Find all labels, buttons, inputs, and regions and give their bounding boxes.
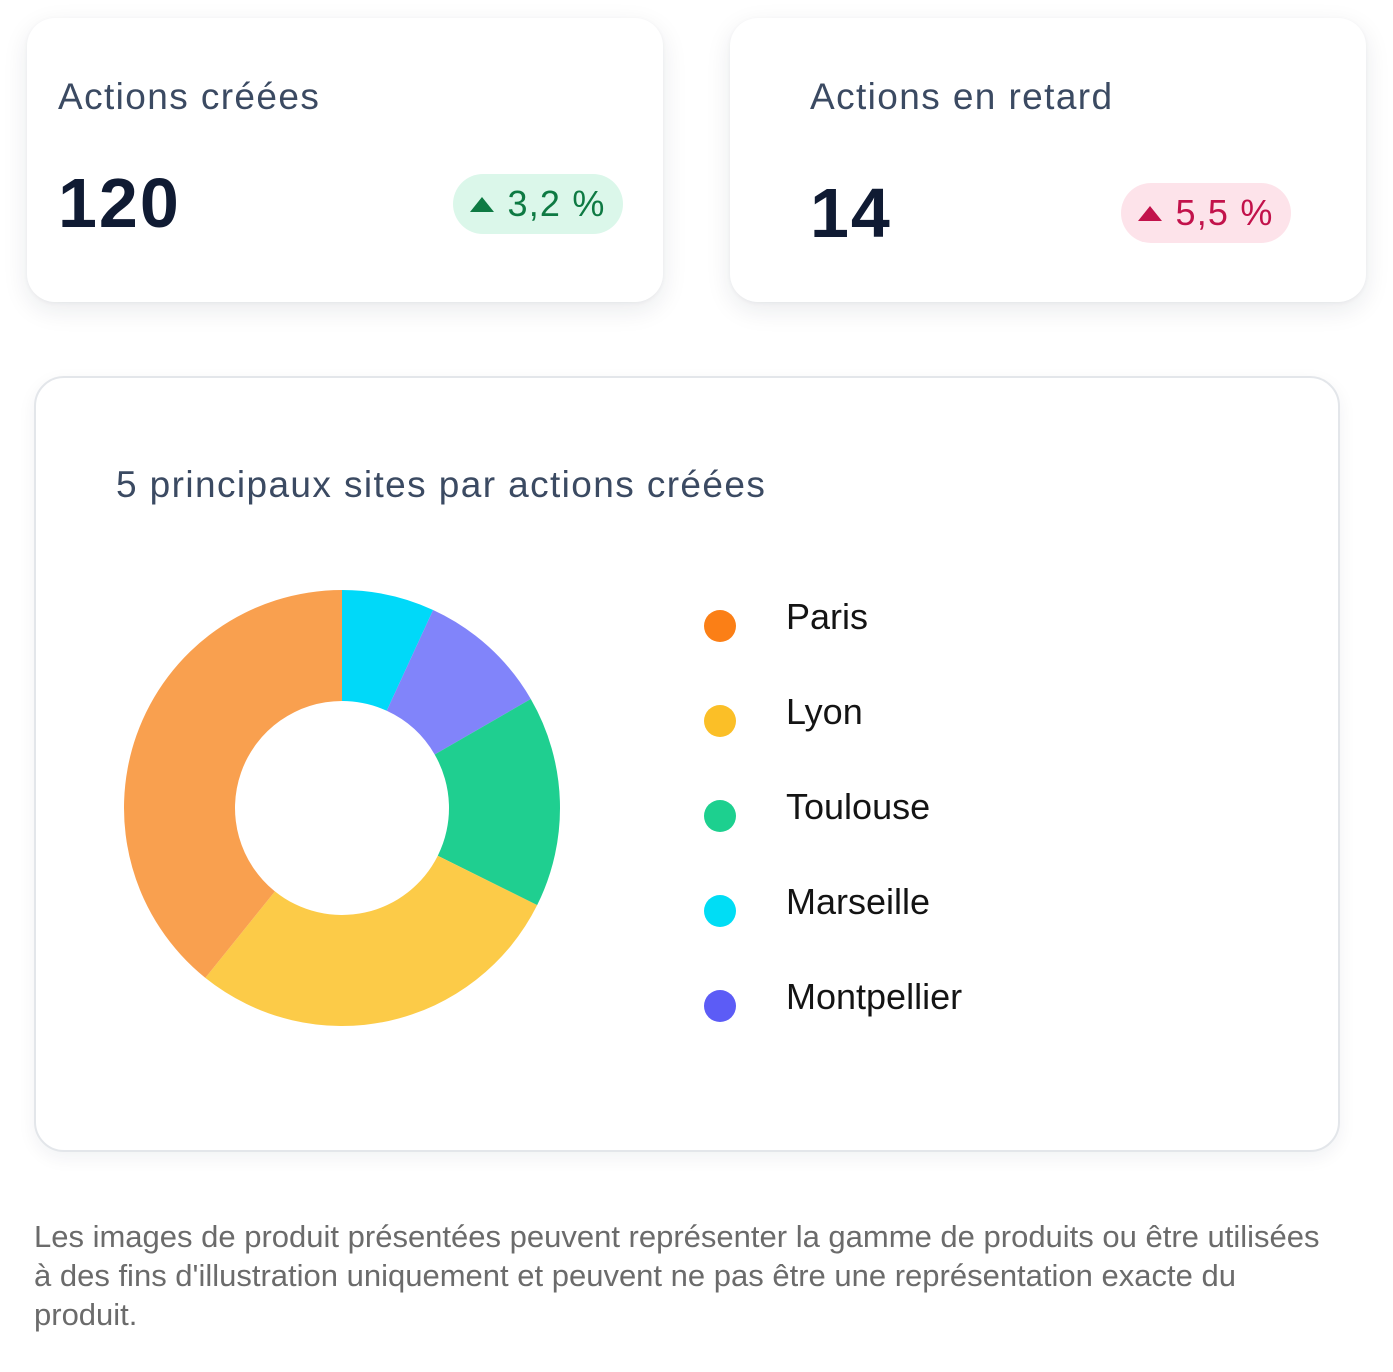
delta-badge: 3,2 % [453, 174, 623, 234]
donut-slice-marseille[interactable] [342, 590, 434, 711]
chart-title: 5 principaux sites par actions créées [116, 464, 767, 505]
triangle-up-icon [1138, 205, 1163, 221]
legend-dot-icon [704, 990, 736, 1022]
legend-item-marseille[interactable]: Marseille [704, 871, 1104, 931]
donut-slice-paris[interactable] [124, 590, 342, 978]
legend-item-toulouse[interactable]: Toulouse [704, 776, 1104, 836]
legend-label: Toulouse [786, 786, 931, 827]
kpi-value: 120 [58, 164, 181, 242]
chart-card: 5 principaux sites par actions créées Pa… [34, 376, 1340, 1152]
delta-value: 3,2 % [507, 183, 606, 224]
legend-label: Montpellier [786, 976, 963, 1017]
legend-dot-icon [704, 800, 736, 832]
disclaimer-text: Les images de produit présentées peuvent… [34, 1219, 1320, 1332]
kpi-title: Actions en retard [810, 76, 1114, 117]
kpi-card-actions-late: Actions en retard 14 5,5 % [730, 18, 1366, 302]
legend-dot-icon [704, 705, 736, 737]
donut-slice-lyon[interactable] [205, 855, 538, 1026]
legend-item-paris[interactable]: Paris [704, 586, 1104, 646]
donut-chart [124, 590, 560, 1026]
delta-value: 5,5 % [1175, 192, 1274, 233]
legend-item-montpellier[interactable]: Montpellier [704, 966, 1104, 1026]
legend-item-lyon[interactable]: Lyon [704, 681, 1104, 741]
legend-label: Marseille [786, 881, 931, 922]
legend-label: Lyon [786, 691, 863, 732]
delta-badge: 5,5 % [1121, 183, 1291, 243]
legend-dot-icon [704, 895, 736, 927]
legend-dot-icon [704, 610, 736, 642]
kpi-card-actions-created: Actions créées 120 3,2 % [27, 18, 663, 302]
donut-slice-montpellier[interactable] [386, 609, 531, 755]
kpi-title: Actions créées [58, 76, 321, 117]
kpi-value: 14 [810, 174, 892, 252]
legend-label: Paris [786, 596, 869, 637]
donut-slice-toulouse[interactable] [434, 699, 560, 906]
triangle-up-icon [470, 196, 495, 212]
